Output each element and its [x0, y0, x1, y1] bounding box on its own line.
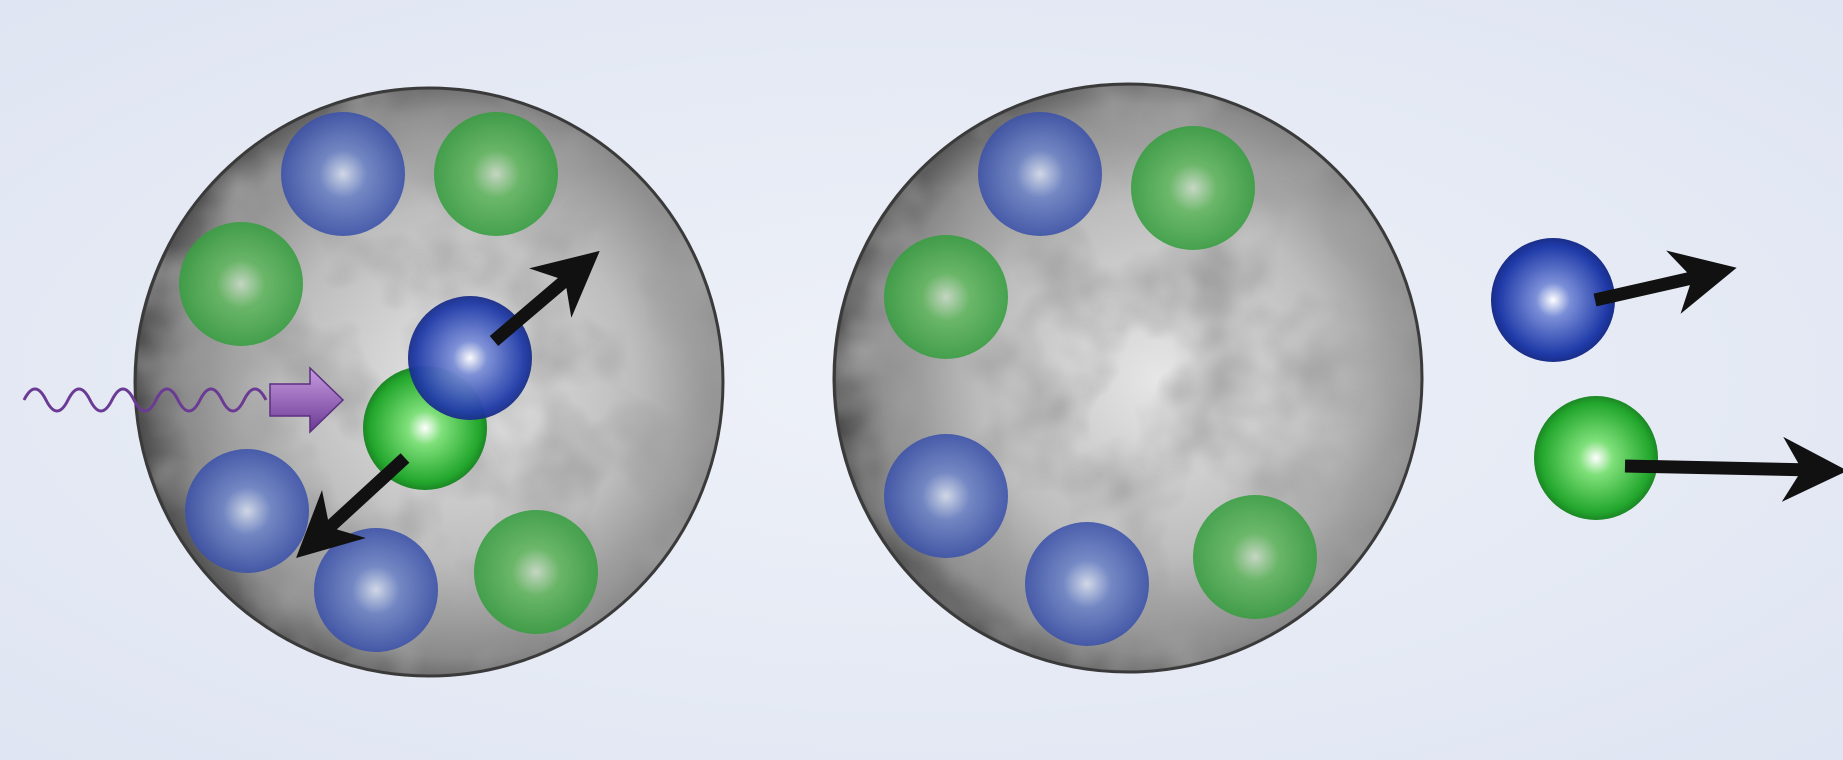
arrow [1593, 250, 1737, 314]
photon-arrow [269, 366, 345, 434]
proton [1025, 522, 1149, 646]
free-proton [1491, 238, 1615, 362]
free-neutron [1534, 396, 1658, 520]
neutron [884, 235, 1008, 359]
proton [884, 434, 1008, 558]
proton [314, 528, 438, 652]
nucleus-right [832, 82, 1424, 674]
arrow [489, 250, 600, 346]
nucleus-left [133, 86, 725, 678]
neutron [434, 112, 558, 236]
inner-balls [179, 112, 598, 652]
arrow [296, 453, 410, 558]
neutron [1193, 495, 1317, 619]
neutron [179, 222, 303, 346]
arrow [1624, 436, 1843, 502]
proton [978, 112, 1102, 236]
proton [281, 112, 405, 236]
inner-balls [884, 112, 1317, 646]
proton-ejected [408, 296, 532, 420]
proton [185, 449, 309, 573]
photon-wave [22, 387, 268, 413]
neutron [1131, 126, 1255, 250]
neutron [474, 510, 598, 634]
